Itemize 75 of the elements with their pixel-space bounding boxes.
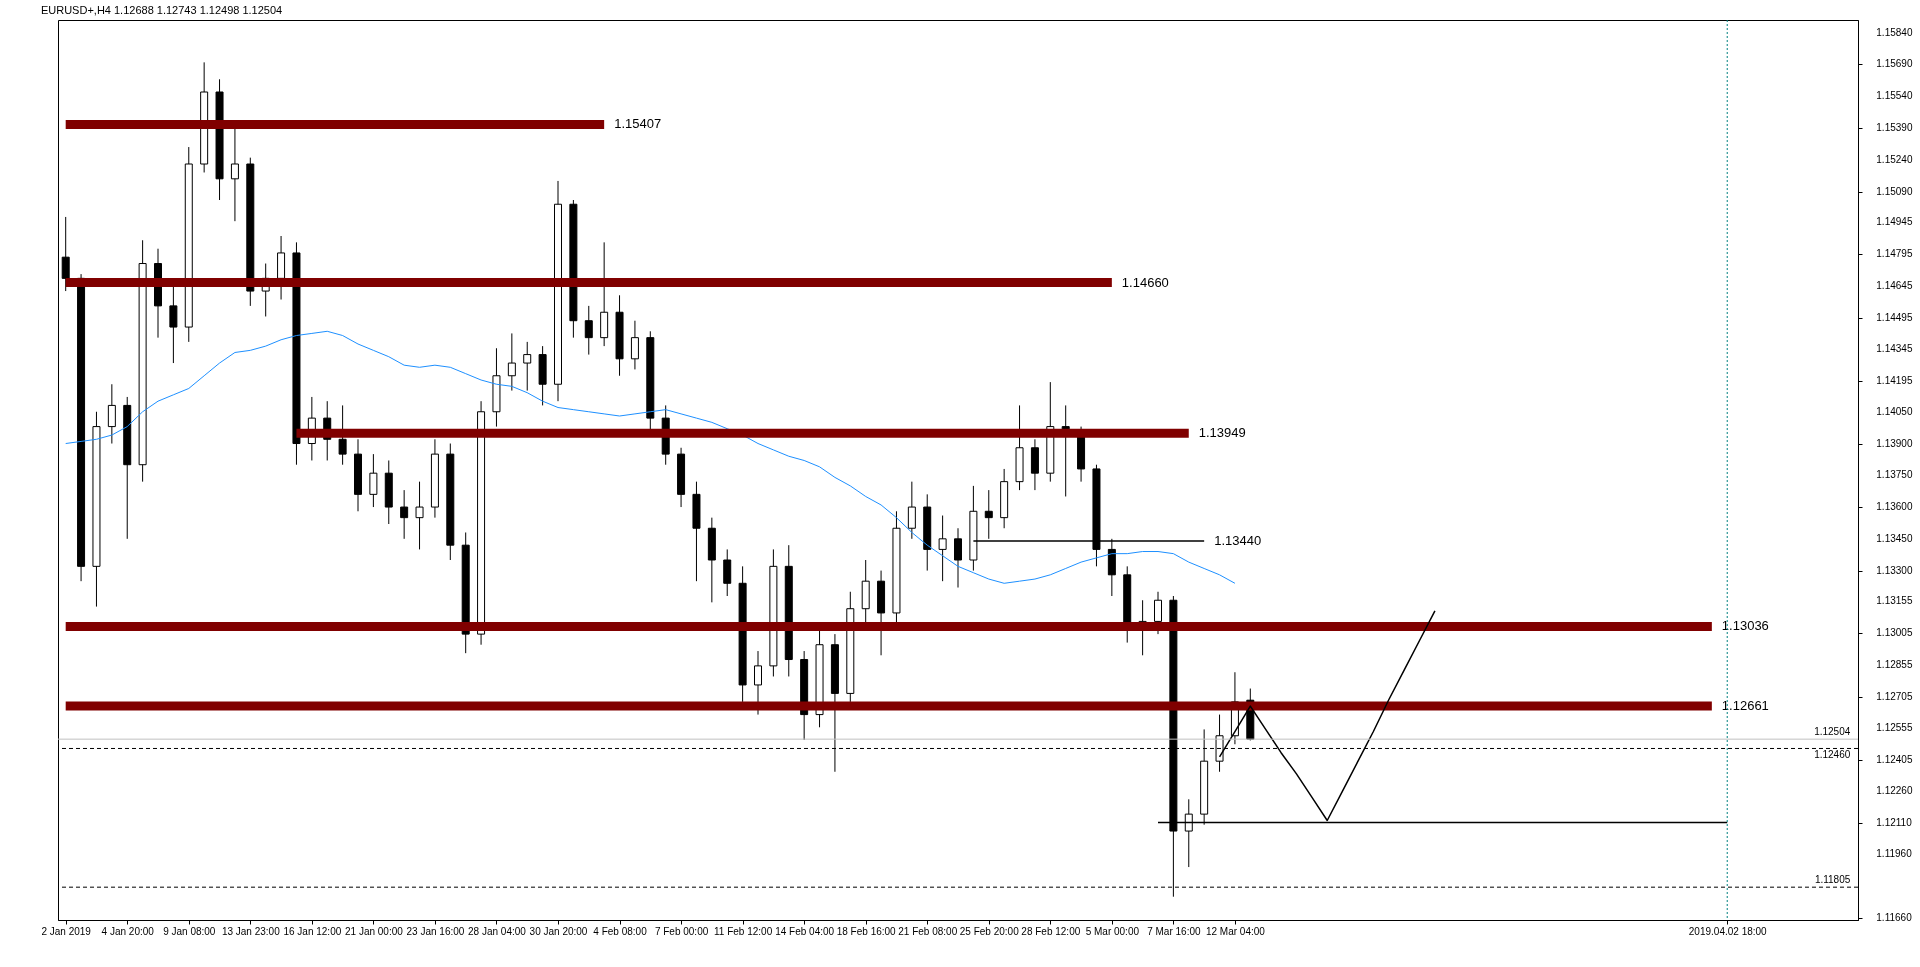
x-tick-label: 21 Feb 08:00 (898, 925, 958, 937)
x-tick-label: 7 Feb 00:00 (654, 925, 709, 937)
y-tick-label: 1.14345 (1876, 343, 1913, 355)
y-tick-label: 1.11960 (1876, 848, 1913, 860)
y-tick-label: 1.12705 (1876, 690, 1913, 702)
x-tick-label: 23 Jan 16:00 (406, 925, 465, 937)
candlestick (523, 341, 532, 392)
x-tick-label: 14 Feb 04:00 (775, 925, 835, 937)
ref-line-label: 1.12460 (1814, 749, 1851, 761)
series-label: 1.15407 (614, 116, 662, 132)
x-tick-label: 16 Jan 12:00 (283, 925, 342, 937)
x-tick-label: 18 Feb 16:00 (836, 925, 897, 937)
candlestick (723, 548, 732, 597)
y-tick-label: 1.14645 (1876, 279, 1913, 291)
candlestick (630, 320, 639, 370)
y-tick-label: 1.13155 (1876, 595, 1913, 607)
candlestick (938, 515, 947, 582)
y-tick-label: 1.15390 (1876, 122, 1913, 133)
candlestick (907, 481, 916, 540)
series-label: 1.14660 (1121, 274, 1169, 290)
y-tick-label: 1.14195 (1876, 375, 1913, 387)
x-tick-label: 7 Mar 16:00 (1147, 925, 1201, 937)
y-tick-label: 1.13750 (1876, 469, 1913, 481)
y-tick-label: 1.13600 (1876, 501, 1913, 513)
x-tick-label: 4 Feb 08:00 (593, 925, 648, 937)
y-tick-label: 1.15690 (1876, 58, 1913, 70)
series-label: 1.13949 (1198, 425, 1246, 441)
y-tick-label: 1.14945 (1876, 216, 1913, 228)
candlestick (61, 216, 70, 292)
y-tick-label: 1.13900 (1876, 437, 1913, 449)
candlestick (507, 332, 516, 392)
candlestick (584, 305, 593, 356)
x-tick-label: 12 Mar 04:00 (1205, 925, 1266, 937)
series-label: 1.13440 (1214, 532, 1262, 548)
series-label: 1.13036 (1721, 618, 1769, 634)
candlestick (369, 453, 378, 508)
y-tick-label: 1.11660 (1876, 911, 1913, 923)
candlestick (754, 650, 762, 716)
x-tick-label: 2 Jan 2019 (41, 925, 92, 937)
x-tick-label: 13 Jan 23:00 (221, 925, 281, 937)
y-tick-label: 1.15090 (1876, 185, 1913, 197)
y-tick-label: 1.12405 (1876, 754, 1913, 766)
candlestick (954, 527, 962, 589)
candlestick (107, 383, 116, 445)
y-tick-label: 1.12260 (1876, 784, 1913, 796)
candlestick (415, 481, 424, 550)
candlestick (169, 284, 178, 364)
x-tick-label: 25 Feb 20:00 (959, 925, 1020, 937)
candlestick (338, 404, 347, 466)
ref-line-label: 1.11805 (1814, 874, 1851, 886)
x-tick-label: 28 Jan 04:00 (468, 925, 527, 937)
x-tick-label: 2019.04.02 18:00 (1688, 925, 1768, 937)
ref-line-label: 1.12504 (1814, 726, 1851, 738)
y-tick-label: 1.15240 (1876, 153, 1913, 165)
x-tick-label: 11 Feb 12:00 (714, 925, 773, 937)
y-tick-label: 1.13005 (1876, 627, 1913, 639)
x-tick-label: 30 Jan 20:00 (529, 925, 588, 937)
chart-title: EURUSD+,H4 1.12688 1.12743 1.12498 1.12504 (40, 3, 283, 16)
y-tick-label: 1.13450 (1876, 532, 1913, 544)
candlestick (400, 489, 409, 540)
x-tick-label: 28 Feb 12:00 (1021, 925, 1081, 937)
y-tick-label: 1.12110 (1876, 816, 1913, 828)
x-tick-label: 9 Jan 08:00 (163, 925, 216, 937)
y-tick-label: 1.15840 (1876, 26, 1913, 38)
series-label: 1.12661 (1721, 697, 1769, 713)
x-tick-label: 4 Jan 20:00 (101, 925, 155, 937)
y-tick-label: 1.12555 (1876, 722, 1913, 734)
y-tick-label: 1.12855 (1876, 658, 1913, 670)
y-tick-label: 1.14795 (1876, 248, 1913, 259)
y-tick-label: 1.15540 (1876, 90, 1913, 102)
y-tick-label: 1.13300 (1876, 564, 1913, 576)
x-tick-label: 21 Jan 00:00 (344, 925, 404, 937)
y-tick-label: 1.14050 (1876, 405, 1913, 417)
y-tick-label: 1.14495 (1876, 311, 1913, 323)
x-tick-label: 5 Mar 00:00 (1085, 925, 1140, 937)
